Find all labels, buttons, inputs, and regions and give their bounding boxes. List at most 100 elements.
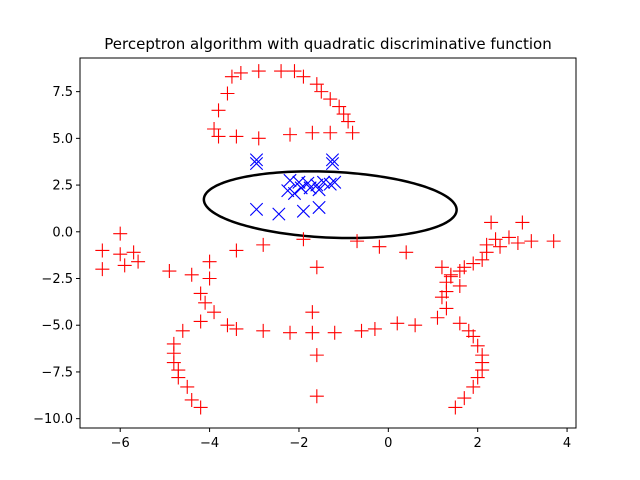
plus-marker bbox=[470, 370, 485, 385]
plus-marker bbox=[466, 256, 481, 271]
plus-marker bbox=[452, 278, 467, 293]
decision-boundary-ellipse bbox=[202, 170, 458, 240]
plus-marker bbox=[211, 129, 226, 144]
chart-title: Perceptron algorithm with quadratic disc… bbox=[104, 35, 551, 53]
plus-marker bbox=[113, 226, 128, 241]
plus-marker bbox=[251, 131, 266, 146]
plus-marker bbox=[390, 316, 405, 331]
plus-marker bbox=[95, 262, 110, 277]
plus-marker bbox=[202, 254, 217, 269]
series-x-markers bbox=[249, 153, 342, 221]
plus-marker bbox=[345, 125, 360, 140]
plus-marker bbox=[309, 77, 324, 92]
x-marker bbox=[301, 176, 315, 190]
y-tick-label: 7.5 bbox=[52, 85, 73, 100]
plus-marker bbox=[448, 400, 463, 415]
axes: −6 −4 −2 0 2 4 −10.0 −7.5 −5.0 −2.5 0.0 2.5 5.0 7.5 bbox=[33, 85, 571, 451]
x-marker bbox=[312, 183, 326, 197]
y-tick-label: 5.0 bbox=[52, 132, 73, 147]
y-tick-label: −10.0 bbox=[33, 412, 73, 427]
plus-marker bbox=[323, 92, 338, 107]
plus-marker bbox=[193, 400, 208, 415]
plus-marker bbox=[296, 232, 311, 247]
plus-marker bbox=[220, 86, 235, 101]
plus-marker bbox=[256, 323, 271, 338]
x-tick-label: −2 bbox=[289, 436, 308, 451]
plot-area bbox=[95, 64, 561, 415]
plus-marker bbox=[510, 236, 525, 250]
x-marker bbox=[323, 177, 337, 191]
plus-marker bbox=[314, 84, 329, 99]
plus-marker bbox=[229, 129, 244, 144]
series-plus-markers bbox=[95, 64, 561, 415]
x-marker bbox=[287, 186, 302, 201]
plus-marker bbox=[207, 122, 222, 137]
x-marker bbox=[325, 153, 340, 167]
plus-marker bbox=[202, 271, 217, 286]
plus-marker bbox=[117, 258, 132, 273]
y-tick-label: −2.5 bbox=[41, 272, 73, 287]
plus-marker bbox=[305, 325, 320, 340]
plus-marker bbox=[452, 316, 467, 331]
y-tick-label: −7.5 bbox=[41, 365, 73, 380]
plus-marker bbox=[220, 318, 235, 333]
plus-marker bbox=[493, 239, 508, 254]
plus-marker bbox=[443, 267, 458, 282]
plus-marker bbox=[296, 69, 311, 84]
plus-marker bbox=[309, 389, 324, 404]
plus-marker bbox=[211, 103, 226, 118]
plus-marker bbox=[207, 305, 222, 320]
x-tick-label: 0 bbox=[384, 436, 392, 451]
plus-marker bbox=[162, 264, 177, 279]
plus-marker bbox=[457, 260, 472, 275]
plus-marker bbox=[501, 230, 516, 245]
plus-marker bbox=[457, 391, 472, 406]
plus-marker bbox=[175, 323, 190, 338]
plus-marker bbox=[166, 355, 181, 370]
plus-marker bbox=[126, 245, 141, 260]
y-tick-label: 2.5 bbox=[52, 179, 73, 194]
plus-marker bbox=[434, 260, 449, 275]
x-marker bbox=[249, 202, 264, 216]
x-marker bbox=[281, 184, 295, 198]
x-marker bbox=[328, 175, 342, 189]
plus-marker bbox=[488, 232, 503, 247]
x-marker bbox=[249, 153, 264, 167]
x-tick-label: −4 bbox=[200, 436, 219, 451]
axes-frame bbox=[79, 57, 577, 429]
plus-marker bbox=[399, 245, 414, 260]
plus-marker bbox=[350, 234, 365, 249]
plus-marker bbox=[305, 125, 320, 140]
plus-marker bbox=[327, 325, 342, 340]
plus-marker bbox=[184, 392, 199, 407]
plus-marker bbox=[367, 321, 382, 336]
x-tick-label: 2 bbox=[474, 436, 482, 451]
plus-marker bbox=[408, 318, 423, 333]
plus-marker bbox=[193, 314, 208, 329]
plus-marker bbox=[515, 215, 530, 230]
plus-marker bbox=[256, 237, 271, 252]
plus-marker bbox=[430, 310, 445, 325]
x-marker bbox=[296, 204, 311, 218]
y-tick-label: 0.0 bbox=[52, 225, 73, 240]
plus-marker bbox=[171, 370, 186, 385]
plus-marker bbox=[283, 325, 298, 340]
plus-marker bbox=[484, 215, 499, 230]
x-marker bbox=[249, 156, 264, 171]
plus-marker bbox=[341, 114, 356, 129]
x-marker bbox=[272, 207, 286, 221]
plus-marker bbox=[439, 301, 454, 316]
plus-marker bbox=[95, 243, 110, 258]
plus-marker bbox=[113, 247, 128, 262]
plus-marker bbox=[475, 363, 490, 378]
plus-marker bbox=[305, 305, 320, 320]
x-marker bbox=[312, 200, 326, 215]
plus-marker bbox=[354, 323, 369, 338]
plus-marker bbox=[309, 260, 324, 275]
plus-marker bbox=[475, 252, 490, 267]
x-marker bbox=[303, 181, 317, 195]
plus-marker bbox=[332, 99, 347, 114]
plus-marker bbox=[546, 234, 561, 249]
plus-marker bbox=[524, 234, 539, 249]
plus-marker bbox=[184, 267, 199, 282]
